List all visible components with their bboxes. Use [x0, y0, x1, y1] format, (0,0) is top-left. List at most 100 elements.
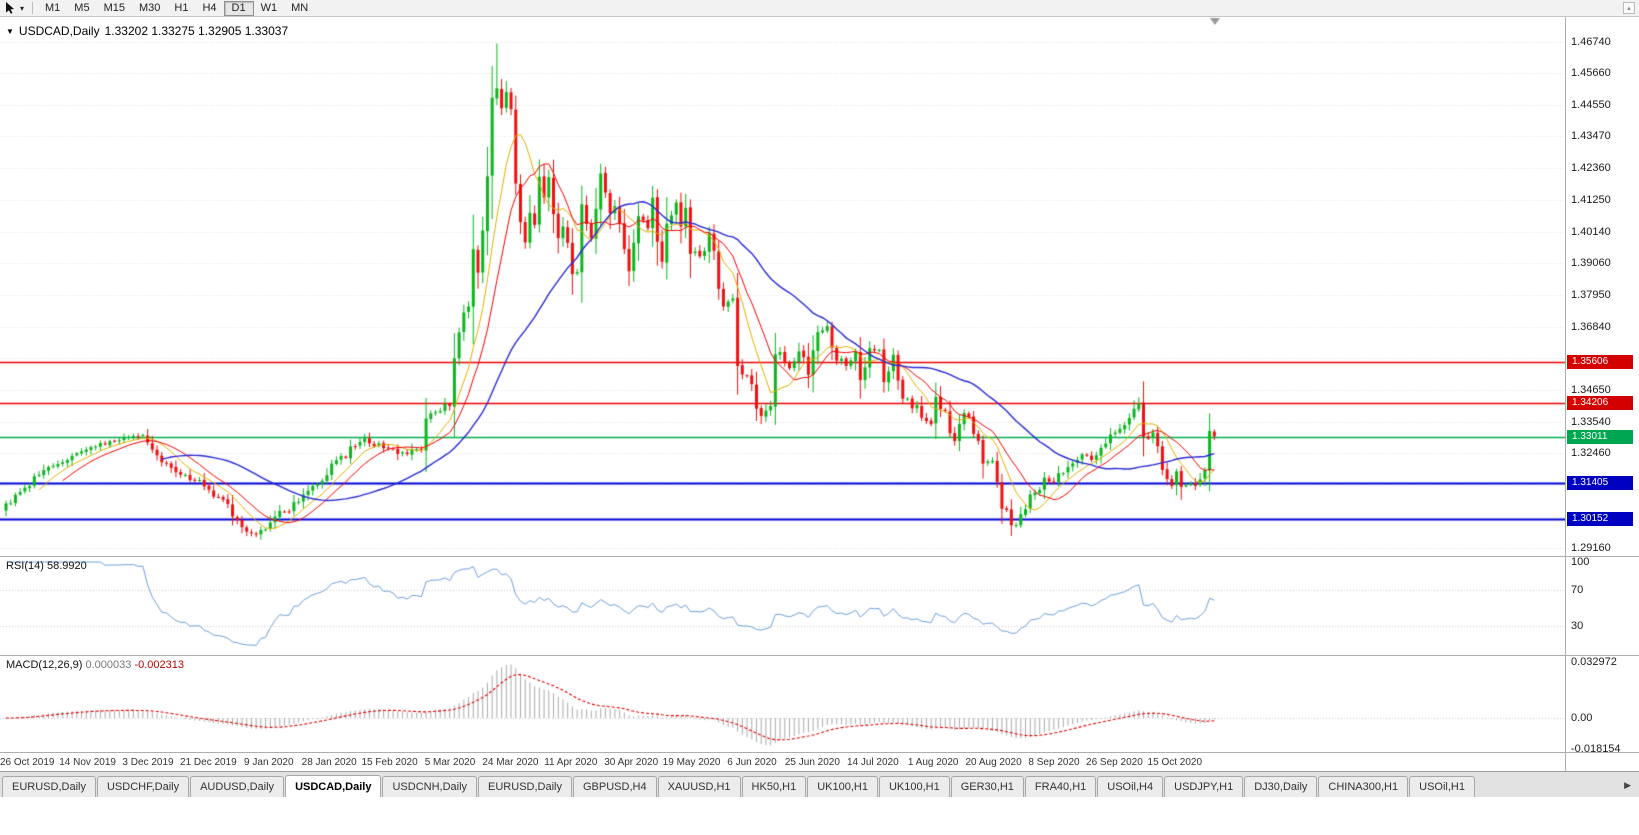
- chart-tab-uk100-h1[interactable]: UK100,H1: [878, 776, 950, 797]
- price-tick: 1.34650: [1571, 383, 1611, 396]
- rsi-axis-label: 100: [1571, 556, 1590, 568]
- date-label: 26 Oct 2019: [0, 757, 55, 768]
- chart-tab-usdchf-daily[interactable]: USDCHF,Daily: [96, 776, 190, 797]
- macd-axis-label: 0.00: [1571, 712, 1593, 724]
- date-label: 14 Jul 2020: [846, 757, 899, 768]
- rsi-name: RSI(14): [6, 560, 44, 572]
- macd-current-signal: -0.002313: [134, 659, 184, 671]
- price-tick: 1.44550: [1571, 98, 1611, 111]
- timeframe-button-mn[interactable]: MN: [291, 1, 309, 14]
- tab-scroll-right-button[interactable]: ▶: [1624, 780, 1631, 790]
- rsi-indicator-label: RSI(14) 58.9920: [6, 560, 87, 572]
- chart-tab-usdcad-daily[interactable]: USDCAD,Daily: [285, 775, 382, 797]
- date-label: 3 Dec 2019: [122, 757, 174, 768]
- chart-tab-xauusd-h1[interactable]: XAUUSD,H1: [657, 776, 741, 797]
- date-label: 30 Apr 2020: [604, 757, 659, 768]
- price-tick: 1.39060: [1571, 256, 1611, 269]
- chart-tab-dj30-daily[interactable]: DJ30,Daily: [1244, 776, 1318, 797]
- price-tick: 1.45660: [1571, 66, 1611, 79]
- panel-separator-rsi-macd[interactable]: [0, 655, 1639, 656]
- price-tick: 1.46740: [1571, 35, 1611, 48]
- chart-tab-eurusd-daily[interactable]: EURUSD,Daily: [2, 776, 96, 797]
- chart-tab-ger30-h1[interactable]: GER30,H1: [950, 776, 1024, 797]
- date-label: 26 Sep 2020: [1086, 757, 1143, 768]
- price-tick: 1.42360: [1571, 161, 1611, 174]
- date-label: 15 Oct 2020: [1147, 757, 1203, 768]
- chart-title: ▼ USDCAD,Daily 1.33202 1.33275 1.32905 1…: [6, 24, 288, 38]
- macd-axis-label: 0.032972: [1571, 656, 1617, 669]
- chart-tab-audusd-daily[interactable]: AUDUSD,Daily: [190, 776, 285, 797]
- price-tick: 1.43470: [1571, 129, 1611, 142]
- macd-name: MACD(12,26,9): [6, 659, 83, 671]
- date-label: 28 Jan 2020: [301, 757, 357, 768]
- date-label: 8 Sep 2020: [1028, 757, 1080, 768]
- price-tick: 1.41250: [1571, 193, 1611, 206]
- chart-tab-uk100-h1[interactable]: UK100,H1: [807, 776, 878, 797]
- price-tick: 1.33540: [1571, 415, 1611, 428]
- price-level-badge: 1.31405: [1567, 476, 1633, 491]
- chart-tab-eurusd-daily[interactable]: EURUSD,Daily: [478, 776, 572, 797]
- timeframe-button-d1[interactable]: D1: [223, 0, 254, 16]
- panel-separator-main-rsi[interactable]: [0, 556, 1639, 557]
- cursor-tool-button[interactable]: [3, 1, 17, 16]
- macd-current-main: 0.000033: [85, 659, 132, 671]
- timeframe-button-m5[interactable]: M5: [74, 1, 90, 14]
- price-level-badge: 1.34206: [1567, 395, 1633, 410]
- macd-axis-label: -0.018154: [1571, 742, 1621, 755]
- toolbar-divider: [32, 2, 33, 14]
- price-level-badge: 1.35606: [1567, 355, 1633, 370]
- chart-window: ▼ USDCAD,Daily 1.33202 1.33275 1.32905 1…: [0, 17, 1639, 771]
- price-chart-canvas[interactable]: [0, 17, 1565, 753]
- chart-tab-usoil-h4[interactable]: USOil,H4: [1097, 776, 1164, 797]
- date-label: 20 Aug 2020: [965, 757, 1022, 768]
- date-label: 9 Jan 2020: [244, 757, 294, 768]
- time-axis[interactable]: 26 Oct 2019 14 Nov 2019 3 Dec 2019 21 Dec 2…: [0, 754, 1565, 771]
- chart-tabs: EURUSD,Daily USDCHF,Daily AUDUSD,Daily USDC…: [2, 775, 1476, 797]
- macd-indicator-label: MACD(12,26,9) 0.000033 -0.002313: [6, 659, 184, 671]
- cursor-dropdown-icon[interactable]: ▾: [19, 3, 24, 13]
- price-tick: 1.36840: [1571, 320, 1611, 333]
- date-label: 5 Mar 2020: [424, 757, 476, 768]
- date-label: 6 Jun 2020: [727, 757, 777, 768]
- price-tick: 1.32460: [1571, 446, 1611, 459]
- price-tick: 1.29160: [1571, 541, 1611, 554]
- timeframe-button-h1[interactable]: H1: [174, 1, 189, 14]
- chart-tab-usdjpy-h1[interactable]: USDJPY,H1: [1164, 776, 1244, 797]
- date-label: 21 Dec 2019: [180, 757, 237, 768]
- timeframe-button-m30[interactable]: M30: [138, 1, 161, 14]
- chart-symbol-label: USDCAD,Daily: [18, 24, 100, 38]
- date-label: 19 May 2020: [662, 757, 721, 768]
- chart-tab-fra40-h1[interactable]: FRA40,H1: [1024, 776, 1097, 797]
- date-label: 1 Aug 2020: [907, 757, 959, 768]
- chart-tabs-bar: EURUSD,Daily USDCHF,Daily AUDUSD,Daily USDC…: [0, 771, 1639, 797]
- chart-tab-usdcnh-daily[interactable]: USDCNH,Daily: [382, 776, 478, 797]
- timeframe-button-w1[interactable]: W1: [260, 1, 278, 14]
- top-toolbar: ▾ M1 M5 M15 M30 H1 H4 D1 W1 MN ▴: [0, 0, 1639, 17]
- price-level-badge: 1.33011: [1567, 430, 1633, 445]
- rsi-axis-label: 70: [1571, 583, 1584, 596]
- date-label: 14 Nov 2019: [59, 757, 116, 768]
- price-axis[interactable]: 1.46740 1.45660 1.44550 1.43470 1.42360 1.412…: [1566, 17, 1639, 771]
- toolbar-corner-button[interactable]: ▴: [1623, 2, 1635, 14]
- timeframe-buttons: M1 M5 M15 M30 H1 H4 D1 W1 MN: [38, 0, 315, 16]
- date-label: 24 Mar 2020: [482, 757, 539, 768]
- price-axis-border: [1565, 17, 1566, 771]
- date-label: 25 Jun 2020: [784, 757, 840, 768]
- one-click-trading-icon[interactable]: ▼: [6, 26, 14, 36]
- price-level-badge: 1.30152: [1567, 512, 1633, 527]
- rsi-axis-label: 30: [1571, 620, 1584, 633]
- cursor-arrow-icon: [5, 2, 14, 14]
- date-label: 11 Apr 2020: [544, 757, 598, 768]
- chart-tab-hk50-h1[interactable]: HK50,H1: [741, 776, 807, 797]
- panel-separator-time-axis: [0, 752, 1639, 753]
- date-label: 15 Feb 2020: [361, 757, 418, 768]
- timeframe-button-h4[interactable]: H4: [202, 1, 217, 14]
- price-tick: 1.37950: [1571, 288, 1611, 301]
- price-tick: 1.40140: [1571, 225, 1611, 238]
- chart-tab-china300-h1[interactable]: CHINA300,H1: [1318, 776, 1409, 797]
- chart-tab-gbpusd-h4[interactable]: GBPUSD,H4: [573, 776, 657, 797]
- chart-tab-usoil-h1[interactable]: USOil,H1: [1409, 776, 1475, 797]
- timeframe-button-m1[interactable]: M1: [45, 1, 61, 14]
- timeframe-button-m15[interactable]: M15: [103, 1, 125, 14]
